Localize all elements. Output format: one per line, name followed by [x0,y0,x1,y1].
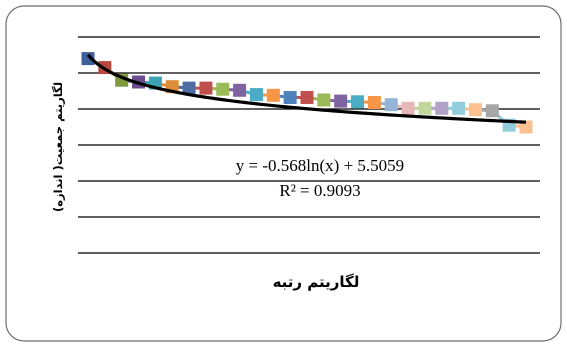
chart-border [5,5,562,342]
data-point [317,93,331,107]
data-point [300,90,314,104]
data-point [519,120,533,134]
data-point [351,95,365,109]
data-point [435,101,449,115]
x-axis-label: لگاریتم رتبه [273,273,360,291]
data-point [266,88,280,102]
data-point [182,81,196,95]
data-point [468,103,482,117]
trendline-r-squared: R² = 0.9093 [279,181,360,200]
trendline [86,53,527,124]
data-point [334,94,348,108]
gridlines [78,36,540,254]
data-point [199,81,213,95]
data-point [418,101,432,115]
data-point [81,52,95,66]
data-point [216,82,230,96]
data-point [233,83,247,97]
data-point [401,101,415,115]
data-point [384,98,398,112]
data-point [452,101,466,115]
data-point [485,104,499,118]
data-point [283,90,297,104]
data-point [367,96,381,110]
trendline-equation: y = -0.568ln(x) + 5.5059 [236,156,404,175]
data-point [249,88,263,102]
y-axis-label: لگاریتم جمعیت( اندازه) [51,82,65,212]
